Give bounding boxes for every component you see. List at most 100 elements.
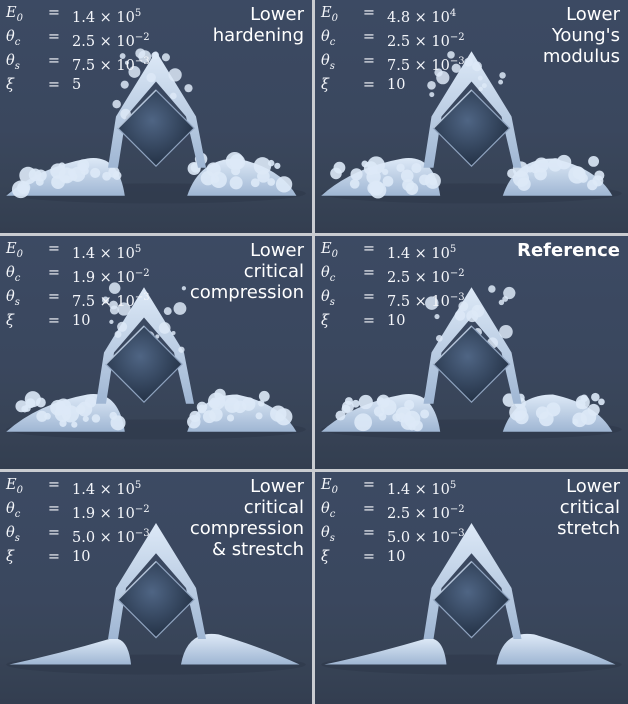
parameter-value: 10 (387, 312, 406, 329)
parameter-row: θc = 2.5 × 10−2 (321, 28, 465, 52)
parameter-symbol: E0 (321, 5, 338, 24)
equals-sign: = (362, 477, 376, 493)
title-line: Lower (250, 240, 304, 261)
parameter-list: E0 = 4.8 × 104 θc = 2.5 × 10−2 θs = 7.5 × 10−3 ξ =… (321, 4, 465, 95)
parameter-value: 2.5 × 10−2 (72, 31, 150, 50)
parameter-row: E0 = 1.4 × 105 (6, 4, 150, 28)
parameter-value: 7.5 × 10−3 (72, 55, 150, 74)
parameter-row: ξ = 10 (321, 548, 465, 567)
snow-scene (6, 523, 306, 675)
parameter-row: θs = 7.5 × 10−3 (321, 288, 465, 312)
title-line: critical (243, 497, 304, 518)
parameter-value: 1.9 × 10−2 (72, 267, 150, 286)
parameter-value: 10 (72, 312, 91, 329)
title-line: Lower (250, 4, 304, 25)
parameter-row: ξ = 5 (6, 76, 150, 95)
parameter-row: θs = 7.5 × 10−3 (6, 52, 150, 76)
snow-scene (6, 48, 306, 204)
snow-scene (6, 282, 306, 440)
parameter-value: 7.5 × 10−3 (387, 55, 465, 74)
parameter-value: 1.4 × 105 (72, 480, 142, 498)
parameter-symbol: E0 (6, 477, 23, 496)
snow-pile-icon (321, 393, 441, 432)
title-line: Lower (566, 476, 620, 497)
parameter-value: 2.5 × 10−2 (387, 267, 465, 286)
cube-icon (117, 560, 195, 639)
equals-sign: = (47, 52, 61, 69)
parameter-row: θs = 7.5 × 10−3 (6, 288, 150, 312)
equals-sign: = (362, 52, 376, 69)
equals-sign: = (47, 500, 61, 517)
parameter-symbol: ξ (321, 76, 329, 93)
equals-sign: = (47, 548, 61, 565)
parameter-value: 5.0 × 10−3 (387, 527, 465, 546)
parameter-symbol: θs (6, 524, 20, 544)
panel-lower-youngs-modulus: E0 = 4.8 × 104 θc = 2.5 × 10−2 θs = 7.5 × 10−3 ξ =… (315, 0, 628, 233)
parameter-symbol: E0 (321, 477, 338, 496)
parameter-symbol: E0 (321, 241, 338, 260)
parameter-symbol: ξ (321, 548, 329, 565)
parameter-row: E0 = 1.4 × 105 (6, 240, 150, 264)
parameter-list: E0 = 1.4 × 105 θc = 1.9 × 10−2 θs = 5.0 × 10−3 ξ =… (6, 476, 150, 567)
snow-sheet (108, 48, 206, 168)
parameter-symbol: ξ (6, 312, 14, 329)
parameter-row: θc = 2.5 × 10−2 (6, 28, 150, 52)
parameter-value: 10 (72, 548, 91, 565)
panel-lower-critical-compression-stretch: E0 = 1.4 × 105 θc = 1.9 × 10−2 θs = 5.0 × 10−3 ξ =… (0, 472, 312, 704)
parameter-value: 2.5 × 10−2 (387, 31, 465, 50)
cube-icon (432, 560, 511, 639)
equals-sign: = (362, 28, 376, 45)
parameter-symbol: θc (6, 500, 21, 520)
parameter-symbol: θs (321, 288, 335, 308)
parameter-symbol: θc (321, 28, 336, 48)
snow-scene (321, 51, 622, 204)
parameter-list: E0 = 1.4 × 105 θc = 1.9 × 10−2 θs = 7.5 × 10−3 ξ =… (6, 240, 150, 331)
parameter-row: E0 = 1.4 × 105 (321, 476, 465, 500)
scene-content (6, 523, 306, 675)
parameter-row: ξ = 10 (321, 76, 465, 95)
parameter-symbol: ξ (321, 312, 329, 329)
title-line: Young's (551, 25, 620, 46)
scene-content (321, 523, 622, 675)
title-line: & strestch (211, 539, 304, 560)
snow-scene (321, 523, 622, 675)
snow-scene (321, 285, 622, 440)
panel-title: Lower Young's modulus (543, 4, 620, 67)
parameter-symbol: θc (6, 264, 21, 284)
snow-sheet (108, 523, 206, 640)
parameter-value: 7.5 × 10−3 (387, 291, 465, 310)
snow-pile-icon (502, 392, 613, 432)
snow-pile-icon (6, 157, 125, 199)
snow-sheet (423, 523, 522, 640)
cube-icon (105, 325, 183, 403)
equals-sign: = (47, 264, 61, 281)
title-line: compression (189, 518, 304, 539)
equals-sign: = (47, 76, 61, 93)
equals-sign: = (47, 241, 61, 257)
parameter-row: E0 = 1.4 × 105 (6, 476, 150, 500)
parameter-symbol: ξ (6, 76, 14, 93)
equals-sign: = (47, 477, 61, 493)
parameter-value: 2.5 × 10−2 (387, 503, 465, 522)
panel-lower-critical-compression: E0 = 1.4 × 105 θc = 1.9 × 10−2 θs = 7.5 × 10−3 ξ =… (0, 236, 312, 469)
title-line: stretch (557, 518, 620, 539)
parameter-symbol: ξ (6, 548, 14, 565)
parameter-row: θs = 5.0 × 10−3 (6, 524, 150, 548)
scene-content (6, 282, 306, 440)
parameter-value: 10 (387, 548, 406, 565)
equals-sign: = (362, 548, 376, 565)
parameter-list: E0 = 1.4 × 105 θc = 2.5 × 10−2 θs = 5.0 × 10−3 ξ =… (321, 476, 465, 567)
panel-reference: E0 = 1.4 × 105 θc = 2.5 × 10−2 θs = 7.5 × 10−3 ξ =… (315, 236, 628, 469)
parameter-symbol: E0 (6, 5, 23, 24)
parameter-symbol: θs (321, 524, 335, 544)
title-line: Lower (250, 476, 304, 497)
parameter-value: 1.4 × 105 (387, 480, 457, 498)
parameter-row: θc = 2.5 × 10−2 (321, 500, 465, 524)
title-line: modulus (542, 46, 620, 67)
parameter-value: 5.0 × 10−3 (72, 527, 150, 546)
scene-content (6, 48, 306, 204)
equals-sign: = (362, 312, 376, 329)
title-line: hardening (212, 25, 304, 46)
parameter-row: θs = 5.0 × 10−3 (321, 524, 465, 548)
